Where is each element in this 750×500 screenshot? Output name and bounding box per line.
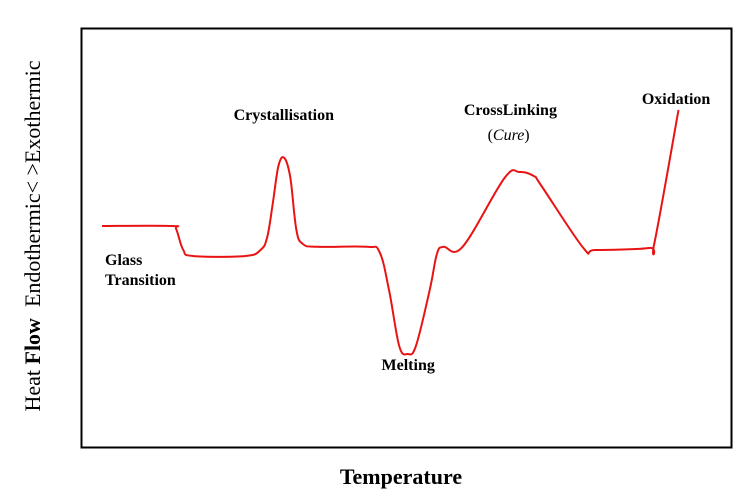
annotation-4: (Cure) xyxy=(488,127,530,144)
series-line-0 xyxy=(101,109,680,356)
plot-frame xyxy=(80,27,733,449)
y-axis-label-prefix: Heat xyxy=(20,365,45,412)
annotation-2: Melting xyxy=(382,357,435,374)
y-axis-label-suffix: Endothermic< >Exothermic xyxy=(20,60,45,318)
annotation-5: Oxidation xyxy=(642,91,711,108)
y-axis-label-bold: Flow xyxy=(20,318,45,365)
annotation-3: CrossLinking xyxy=(464,102,557,119)
x-axis-label: Temperature xyxy=(340,464,462,489)
annotation-0: Glass Transition xyxy=(105,252,176,289)
y-axis-label: Heat Flow Endothermic< >Exothermic xyxy=(20,60,45,411)
annotation-1: Crystallisation xyxy=(234,107,335,124)
